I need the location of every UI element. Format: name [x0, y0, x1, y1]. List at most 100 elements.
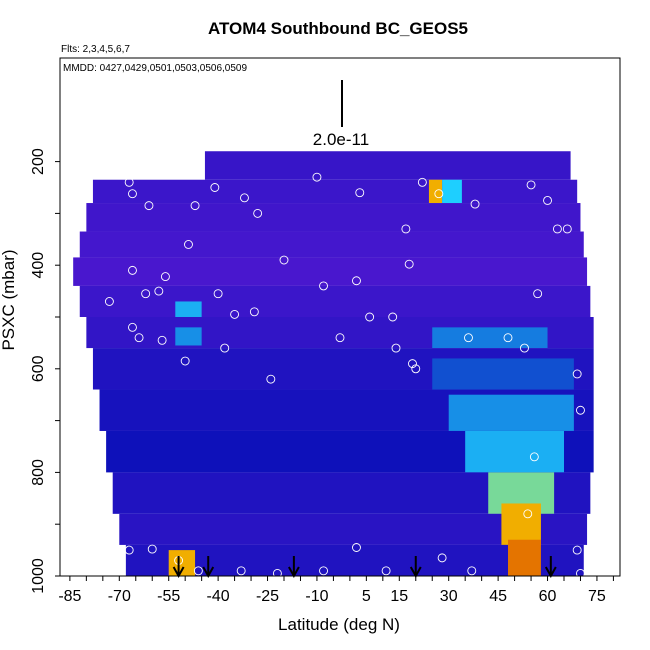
observation-point [543, 195, 552, 205]
x-tick-label: -85 [58, 588, 81, 605]
observation-point [523, 509, 533, 519]
observation-point [352, 543, 361, 552]
observation-point [128, 265, 137, 275]
observation-point [437, 553, 447, 563]
observation-point [352, 276, 361, 286]
observation-point [184, 159, 193, 169]
observation-point [249, 307, 259, 317]
observation-point [236, 566, 246, 576]
curtain-cell [175, 327, 202, 346]
observation-point [572, 545, 582, 555]
observation-point [220, 343, 230, 353]
observation-point [157, 335, 167, 345]
y-tick-label: 800 [30, 459, 47, 486]
observation-point [128, 322, 137, 332]
observation-point [312, 172, 322, 182]
observation-point [562, 224, 572, 234]
observation-point [78, 180, 88, 190]
curtain-cell [442, 179, 462, 204]
curtain-cell [501, 503, 541, 545]
x-tick-label: -10 [305, 588, 328, 605]
observation-point [154, 159, 164, 169]
curtain-cell [73, 257, 588, 286]
observation-point [411, 364, 421, 374]
y-tick-label: 1000 [30, 558, 47, 594]
observation-point [365, 312, 375, 322]
observation-point [526, 180, 536, 190]
observation-point [154, 286, 164, 296]
y-tick-label: 600 [30, 355, 47, 382]
observation-point [128, 189, 137, 199]
observation-point [335, 333, 345, 343]
observation-point [104, 297, 114, 306]
observation-point [190, 201, 200, 211]
y-tick-label: 200 [30, 148, 47, 175]
x-tick-label: -55 [157, 588, 180, 605]
observation-point [319, 566, 328, 576]
observation-point [319, 281, 328, 291]
observation-point [240, 193, 249, 203]
observation-layer [68, 159, 585, 576]
curtain-cell [204, 151, 571, 180]
observation-point [417, 177, 427, 187]
curtain-cell [92, 179, 578, 204]
observation-point [520, 343, 529, 353]
observation-point [213, 289, 223, 299]
y-axis: 200 400 600 800 1000 [30, 148, 60, 594]
observation-point [266, 374, 276, 384]
x-tick-label: 45 [489, 588, 507, 605]
observation-point [184, 240, 193, 249]
observation-point [124, 177, 134, 187]
observation-point [576, 568, 585, 576]
observation-point [388, 312, 398, 322]
curtain-cell [79, 231, 584, 258]
observation-point [160, 272, 170, 282]
observation-point [134, 333, 144, 343]
x-tick-label: -25 [256, 588, 279, 605]
x-tick-label: 5 [362, 588, 371, 605]
observation-point [408, 359, 417, 369]
observation-point [193, 566, 203, 576]
dates-note: MMDD: 0427,0429,0501,0503,0506,0509 [63, 63, 247, 74]
x-tick-label: -70 [108, 588, 131, 605]
observation-point [572, 369, 582, 379]
curtain-cell [432, 358, 574, 390]
observation-point [391, 343, 401, 353]
y-axis-title: PSXC (mbar) [0, 249, 18, 350]
x-tick-label: -40 [207, 588, 230, 605]
observation-point [272, 568, 282, 576]
observation-point [230, 309, 240, 319]
scale-bar-label: 2.0e-11 [313, 130, 369, 149]
observation-point [470, 199, 480, 209]
observation-point [121, 170, 131, 180]
x-tick-label: 15 [390, 588, 408, 605]
curtain-cell [79, 285, 591, 317]
observation-point [210, 183, 220, 192]
observation-point [279, 255, 289, 265]
y-tick-label: 400 [30, 252, 47, 279]
x-tick-label: 75 [588, 588, 606, 605]
observation-point [503, 333, 513, 343]
observation-point [144, 201, 154, 211]
x-axis-title: Latitude (deg N) [278, 615, 400, 634]
observation-point [533, 289, 543, 299]
observation-point [464, 333, 473, 343]
x-axis: -85 -70 -55 -40 -25 -10 5 15 30 45 60 75 [58, 576, 614, 605]
observation-point [147, 544, 157, 554]
x-tick-label: 30 [440, 588, 458, 605]
observation-point [467, 566, 477, 576]
curtain-cell [432, 327, 548, 349]
curtain-cell [448, 394, 574, 431]
observation-point [381, 566, 391, 576]
observation-point [552, 224, 562, 234]
observation-point [401, 224, 411, 234]
curtain-cell [465, 430, 564, 473]
curtain-cell [508, 539, 541, 576]
observation-point [141, 289, 151, 299]
observation-point [180, 356, 190, 366]
observation-point [124, 545, 134, 555]
observation-point [68, 178, 78, 188]
observation-point [529, 452, 539, 462]
observation-point [355, 188, 365, 198]
